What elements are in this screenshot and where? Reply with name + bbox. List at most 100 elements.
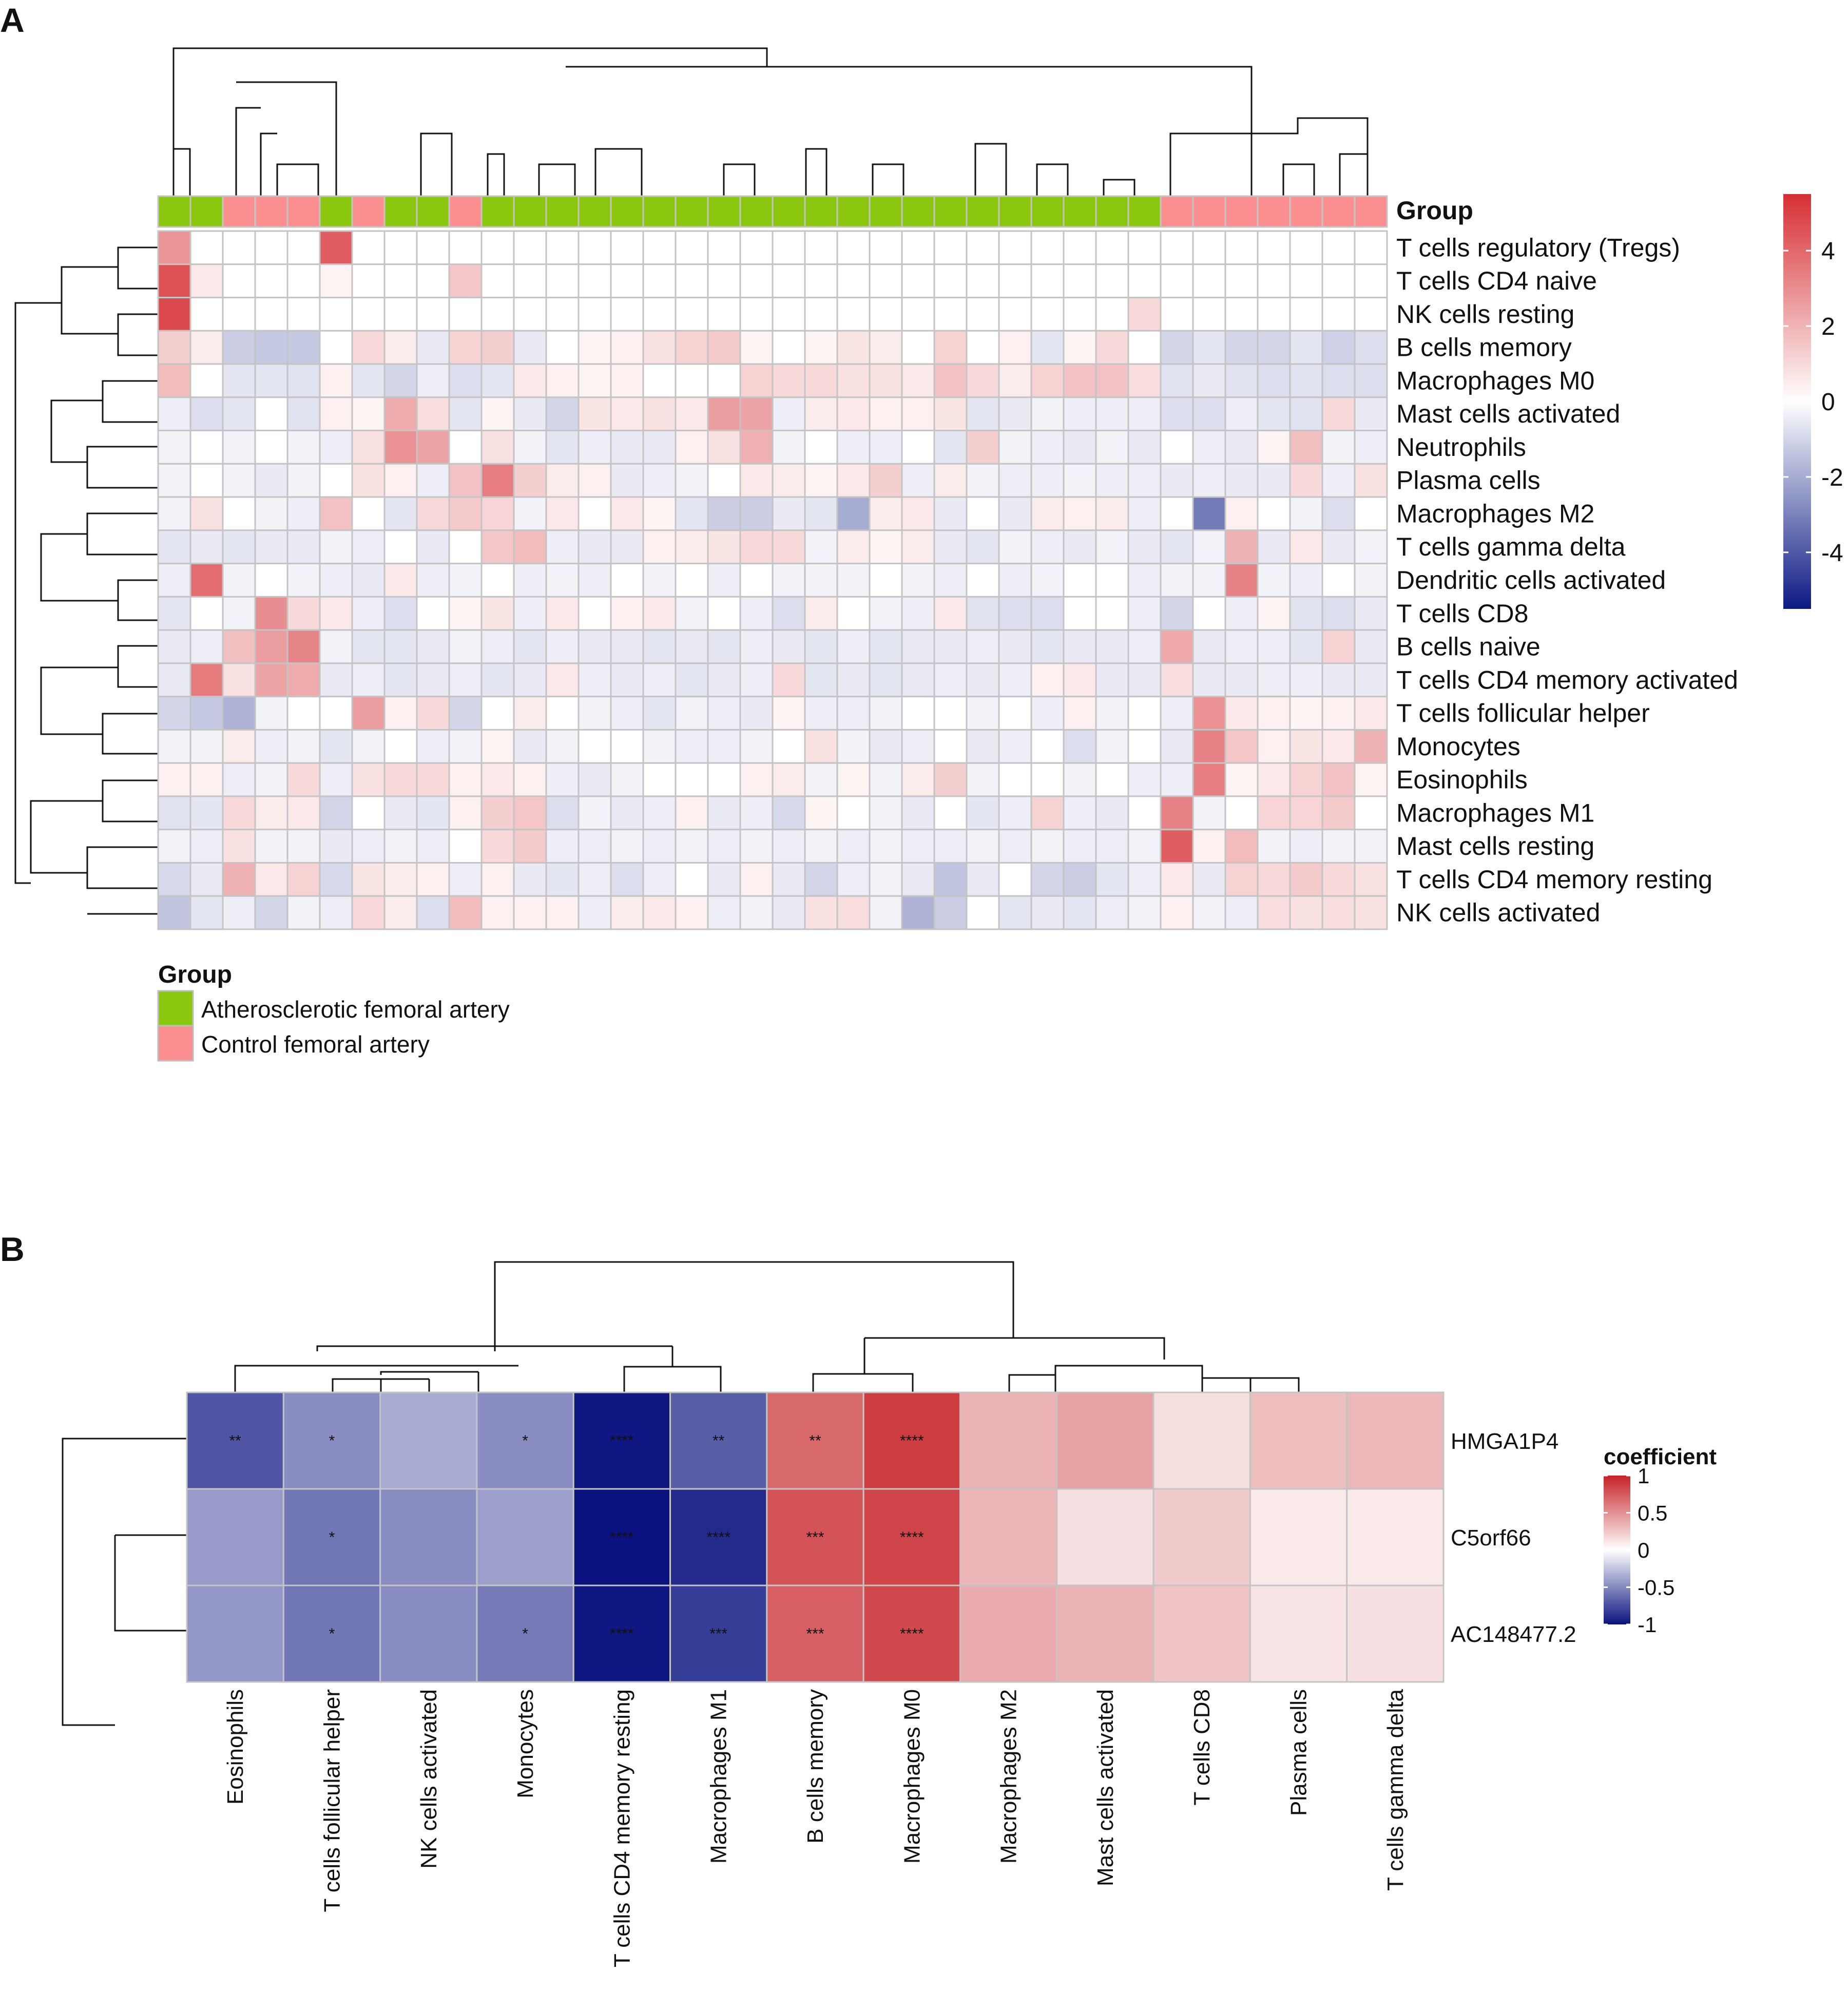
heatmap-cell [707, 895, 741, 930]
heatmap-cell [189, 696, 224, 731]
row-label: Eosinophils [1396, 766, 1528, 794]
heatmap-cell [1127, 596, 1162, 631]
heatmap-cell [448, 729, 483, 764]
heatmap-cell [966, 729, 1000, 764]
heatmap-cell [933, 862, 968, 897]
heatmap-cell [869, 363, 903, 398]
heatmap-cell [1224, 430, 1259, 465]
heatmap-cell [1321, 729, 1356, 764]
heatmap-cell [1257, 263, 1291, 299]
heatmap-cell [513, 629, 547, 664]
heatmap-cell [707, 795, 741, 831]
heatmap-cell [1289, 862, 1323, 897]
heatmap-cell [1160, 762, 1194, 797]
heatmap-cell [286, 629, 321, 664]
heatmap-cell [966, 430, 1000, 465]
column-label: Macrophages M1 [706, 1689, 732, 1864]
heatmap-cell [286, 662, 321, 698]
heatmap-cell [1289, 895, 1323, 930]
heatmap-cell [448, 829, 483, 864]
group-cell [448, 195, 483, 228]
heatmap-cell [1192, 297, 1226, 332]
heatmap-cell [836, 696, 871, 731]
heatmap-cell [480, 430, 515, 465]
heatmap-cell [772, 363, 806, 398]
heatmap-cell [1063, 496, 1097, 531]
heatmap-cell [545, 529, 580, 565]
heatmap-cell [998, 596, 1032, 631]
heatmap-cell [1192, 762, 1226, 797]
heatmap-cell [959, 1584, 1058, 1683]
heatmap-cell [1127, 529, 1162, 565]
group-cell [416, 195, 450, 228]
heatmap-cell [1192, 596, 1226, 631]
heatmap-cell [416, 762, 450, 797]
heatmap-cell [416, 529, 450, 565]
heatmap-cell [578, 529, 612, 565]
heatmap-cell [286, 829, 321, 864]
heatmap-cell [1063, 230, 1097, 265]
heatmap-cell [1192, 563, 1226, 598]
heatmap-cell [933, 762, 968, 797]
legend-label-atherosclerotic: Atherosclerotic femoral artery [201, 996, 510, 1023]
heatmap-cell [836, 662, 871, 698]
colorbar-tick-label: 0.5 [1638, 1501, 1667, 1525]
heatmap-cell [869, 563, 903, 598]
heatmap-cell [669, 1584, 768, 1683]
heatmap-cell [513, 729, 547, 764]
heatmap-cell [804, 396, 838, 432]
heatmap-cell [804, 729, 838, 764]
group-annotation-label: Group [1396, 196, 1473, 225]
heatmap-cell [901, 829, 935, 864]
heatmap-cell [804, 363, 838, 398]
row-label: Mast cells resting [1396, 832, 1594, 860]
heatmap-cell [351, 563, 386, 598]
heatmap-cell [739, 463, 774, 498]
row-label: Mast cells activated [1396, 399, 1620, 428]
heatmap-cell [476, 1488, 574, 1586]
heatmap-cell [286, 729, 321, 764]
column-label: T cells follicular helper [319, 1689, 344, 1912]
heatmap-cell [222, 363, 256, 398]
heatmap-cell [416, 430, 450, 465]
heatmap-cell [480, 795, 515, 831]
heatmap-cell [416, 795, 450, 831]
heatmap-cell [480, 230, 515, 265]
heatmap-cell [1030, 363, 1065, 398]
heatmap-cell [578, 496, 612, 531]
heatmap-cell [1354, 596, 1388, 631]
heatmap-cell [642, 629, 677, 664]
heatmap-cell [1063, 430, 1097, 465]
heatmap-cell [966, 696, 1000, 731]
significance-mark: **** [900, 1625, 924, 1642]
heatmap-cell [642, 829, 677, 864]
panel-a-colorbar-ticks: 4 2 0 -2 -4 [1783, 238, 1843, 567]
heatmap-cell [416, 895, 450, 930]
heatmap-cell [157, 596, 191, 631]
heatmap-cell [998, 762, 1032, 797]
heatmap-cell [772, 430, 806, 465]
row-label: T cells CD4 naive [1396, 266, 1597, 295]
heatmap-cell [1095, 862, 1129, 897]
heatmap-cell [1095, 696, 1129, 731]
heatmap-cell [772, 596, 806, 631]
heatmap-cell [998, 862, 1032, 897]
column-label: B cells memory [803, 1689, 828, 1844]
heatmap-cell [189, 729, 224, 764]
heatmap-cell [282, 1488, 381, 1586]
heatmap-cell [610, 762, 644, 797]
column-label: Monocytes [513, 1689, 538, 1798]
heatmap-cell [286, 263, 321, 299]
heatmap-cell [869, 396, 903, 432]
heatmap-cell [578, 297, 612, 332]
heatmap-cell [319, 529, 353, 565]
heatmap-cell [610, 430, 644, 465]
significance-mark: **** [610, 1432, 634, 1449]
heatmap-cell [513, 463, 547, 498]
heatmap-cell [998, 297, 1032, 332]
heatmap-cell [545, 729, 580, 764]
heatmap-cell [1160, 463, 1194, 498]
heatmap-cell [998, 363, 1032, 398]
heatmap-cell [836, 596, 871, 631]
